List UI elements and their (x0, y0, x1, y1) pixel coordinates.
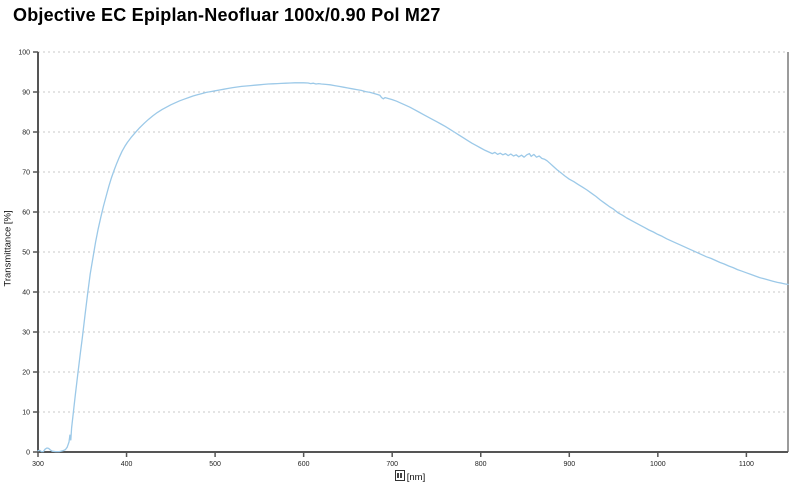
y-tick-label: 80 (22, 130, 30, 137)
x-tick-label: 400 (121, 461, 133, 468)
y-tick-label: 10 (22, 410, 30, 417)
x-tick-label: 300 (32, 461, 44, 468)
y-tick-label: 70 (22, 170, 30, 177)
x-axis-title: [nm] (0, 470, 800, 483)
y-tick-label: 30 (22, 330, 30, 337)
y-tick-label: 60 (22, 210, 30, 217)
x-tick-label: 800 (475, 461, 487, 468)
y-tick-label: 0 (26, 450, 30, 457)
x-tick-label: 500 (209, 461, 221, 468)
y-axis-title: Transmittance [%] (2, 210, 14, 287)
x-tick-label: 900 (563, 461, 575, 468)
y-tick-label: 40 (22, 290, 30, 297)
transmittance-curve (37, 82, 789, 453)
x-tick-label: 1100 (739, 461, 754, 468)
y-tick-label: 50 (22, 250, 30, 257)
x-axis-unit-label: [nm] (406, 472, 426, 483)
x-tick-label: 1000 (650, 461, 666, 468)
y-tick-label: 20 (22, 370, 30, 377)
x-tick-label: 600 (298, 461, 310, 468)
y-tick-label: 90 (22, 90, 30, 97)
y-tick-label: 100 (18, 50, 30, 57)
missing-glyph-box (394, 470, 405, 481)
x-tick-label: 700 (386, 461, 398, 468)
chart-title: Objective EC Epiplan-Neofluar 100x/0.90 … (13, 5, 441, 25)
